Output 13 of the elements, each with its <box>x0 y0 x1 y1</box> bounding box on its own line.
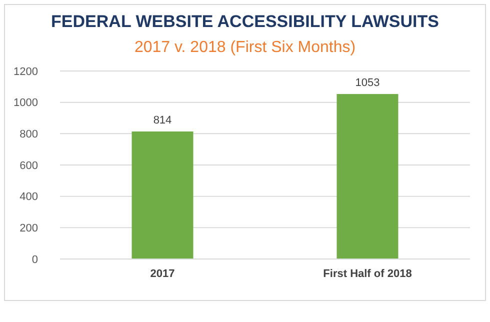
chart-subtitle: 2017 v. 2018 (First Six Months) <box>134 39 356 56</box>
data-label: 1053 <box>355 77 380 90</box>
y-tick-label: 600 <box>20 160 38 172</box>
y-tick-label: 200 <box>20 222 38 235</box>
chart-title: FEDERAL WEBSITE ACCESSIBILITY LAWSUITS <box>51 12 439 31</box>
data-label: 814 <box>153 114 172 126</box>
y-tick-label: 1200 <box>14 66 38 78</box>
y-tick-label: 800 <box>20 128 38 141</box>
y-tick-label: 400 <box>20 191 38 204</box>
x-tick-label: 2017 <box>150 268 175 280</box>
y-tick-label: 0 <box>32 254 38 266</box>
x-tick-label: First Half of 2018 <box>323 268 412 280</box>
y-tick-label: 1000 <box>14 97 38 110</box>
